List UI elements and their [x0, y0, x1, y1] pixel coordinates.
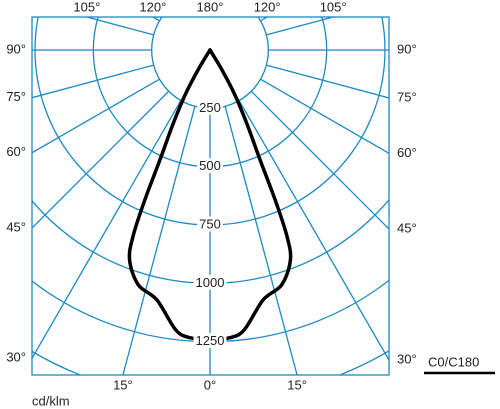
radial-line [32, 78, 160, 154]
angle-label: 60° [6, 144, 26, 159]
ring [32, 279, 389, 343]
grid [32, 17, 389, 375]
r-tick-label-bg [197, 99, 223, 115]
radial-line [238, 100, 389, 361]
angle-label: 15° [287, 377, 307, 392]
radial-line [32, 64, 154, 99]
angle-label: 90° [6, 41, 26, 56]
angle-label: 105° [73, 0, 100, 14]
r-tick-label: 1250 [196, 333, 225, 348]
angle-label: 45° [6, 219, 26, 234]
intensity-curve [127, 48, 212, 342]
curve-layer [127, 48, 293, 342]
angle-label: 45° [397, 220, 417, 235]
r-tick-label-bg [193, 274, 227, 290]
r-tick-label: 500 [199, 158, 221, 173]
labels: 0° 15° 15° 30° 30° 45° 45° 60° 60° 75° 75° 90° 90° 10… [6, 0, 416, 392]
angle-label: 105° [320, 0, 347, 14]
angle-label: 0° [204, 377, 216, 392]
intensity-curve [208, 48, 293, 342]
radial-line [32, 90, 170, 229]
angle-label: 75° [397, 89, 417, 104]
radial-line [224, 106, 298, 375]
r-tick-label: 750 [199, 216, 221, 231]
angle-label: 75° [6, 89, 26, 104]
radial-line [266, 64, 389, 99]
radial-line [122, 106, 196, 375]
r-tick-label: 1000 [196, 275, 225, 290]
r-tick-label: 250 [199, 100, 221, 115]
radial-line [260, 78, 389, 154]
legend-label: C0/C180 [428, 354, 479, 369]
r-tick-label-bg [193, 333, 227, 349]
r-tick-label-bg [197, 216, 223, 232]
angle-label: 60° [397, 145, 417, 160]
radial-line [86, 17, 154, 36]
radial-line [250, 90, 389, 230]
angle-label: 15° [113, 377, 133, 392]
angle-label: 180° [197, 0, 224, 14]
frame [31, 16, 390, 376]
ring [151, 17, 269, 109]
angle-label: 120° [254, 0, 281, 14]
angle-label: 90° [397, 41, 417, 56]
radial-line [266, 17, 334, 36]
radial-line [32, 100, 182, 359]
angle-label: 30° [397, 351, 417, 366]
angle-label: 120° [139, 0, 166, 14]
r-tick-label-bg [197, 158, 223, 174]
unit-label: cd/klm [32, 393, 70, 408]
angle-label: 30° [6, 350, 26, 365]
ring [32, 198, 389, 284]
